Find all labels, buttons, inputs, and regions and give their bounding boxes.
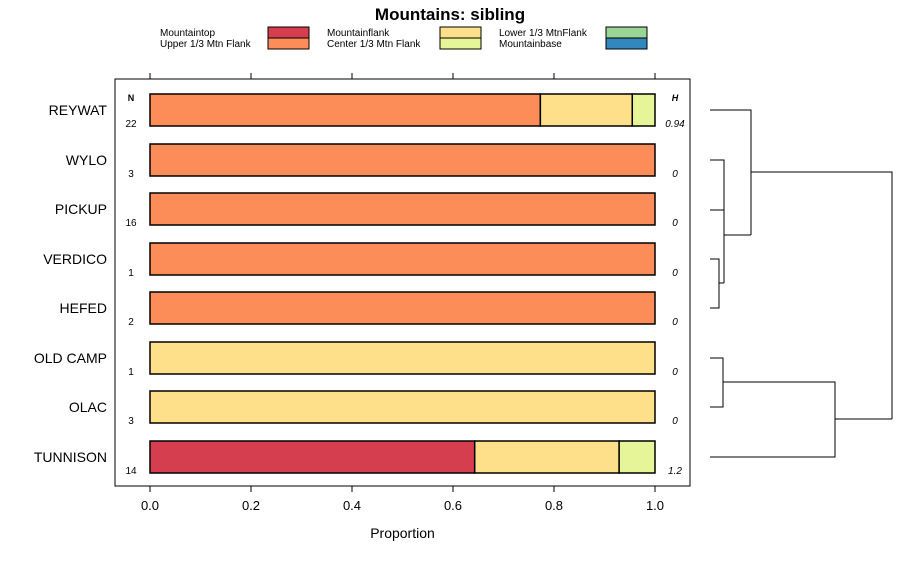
- n-header: N: [128, 93, 135, 103]
- bar-segment: [539, 93, 634, 127]
- axes: 0.0 0.2 0.4 0.6 0.8 1.0: [141, 73, 664, 513]
- dendrogram-branch: [710, 258, 720, 309]
- legend-swatch: [605, 37, 648, 50]
- x-tick-label: 0.0: [141, 498, 159, 513]
- bar-segment: [149, 390, 656, 424]
- bar-segment: [473, 440, 620, 474]
- bar-segment: [149, 440, 476, 474]
- dendrogram-branch: [710, 381, 836, 458]
- legend-swatch: [439, 37, 482, 50]
- h-value: 1.2: [668, 466, 682, 477]
- chart-title: Mountains: sibling: [375, 5, 525, 24]
- legend-label: Center 1/3 Mtn Flank: [327, 39, 421, 50]
- h-value: 0: [672, 317, 678, 328]
- category-label: OLD CAMP: [34, 350, 107, 366]
- x-tick-label: 0.2: [242, 498, 260, 513]
- category-label: REYWAT: [49, 102, 108, 118]
- x-tick-label: 0.8: [545, 498, 563, 513]
- bar-segment: [149, 192, 656, 226]
- bar-segment: [149, 93, 542, 127]
- n-value: 1: [128, 367, 134, 378]
- n-value: 14: [125, 466, 137, 477]
- legend-swatch: [605, 26, 648, 39]
- dendrogram-branch: [751, 171, 893, 419]
- h-value: 0: [672, 416, 678, 427]
- bar-segment: [149, 143, 656, 177]
- dendrogram: [710, 109, 893, 458]
- h-value: 0: [672, 169, 678, 180]
- dendrogram-branch: [710, 357, 724, 408]
- legend-swatch: [439, 26, 482, 39]
- legend-label: Mountainflank: [327, 28, 390, 39]
- legend-swatch: [267, 37, 310, 50]
- bar-segment: [149, 242, 656, 276]
- bars: REYWAT 22 0.94 WYLO 3 0 PICKUP 16 0 VERDICO 1 0 HEFE…: [34, 93, 685, 477]
- h-value: 0: [672, 218, 678, 229]
- category-label: PICKUP: [55, 201, 107, 217]
- x-tick-label: 0.4: [343, 498, 361, 513]
- bar-segment: [618, 440, 656, 474]
- n-value: 1: [128, 268, 134, 279]
- legend-label: Mountainbase: [499, 39, 562, 50]
- plot-frame: [114, 78, 691, 487]
- bar-segment: [149, 291, 656, 325]
- x-tick-label: 0.6: [444, 498, 462, 513]
- x-tick-label: 1.0: [646, 498, 664, 513]
- bar-segment: [149, 341, 656, 375]
- n-value: 3: [128, 169, 134, 180]
- category-label: HEFED: [60, 300, 107, 316]
- dendrogram-branch: [710, 159, 725, 211]
- legend-label: Upper 1/3 Mtn Flank: [160, 39, 252, 50]
- x-axis-label: Proportion: [370, 525, 435, 541]
- category-label: WYLO: [66, 152, 107, 168]
- h-value: 0: [672, 367, 678, 378]
- n-value: 3: [128, 416, 134, 427]
- category-label: TUNNISON: [34, 449, 107, 465]
- category-label: OLAC: [69, 399, 107, 415]
- category-label: VERDICO: [43, 251, 107, 267]
- h-value: 0.94: [665, 119, 685, 130]
- h-header: H: [672, 93, 679, 103]
- legend-label: Mountaintop: [160, 28, 215, 39]
- n-value: 22: [125, 119, 137, 130]
- legend-swatch: [267, 26, 310, 39]
- h-value: 0: [672, 268, 678, 279]
- bar-segment: [631, 93, 656, 127]
- n-value: 2: [128, 317, 134, 328]
- legend-label: Lower 1/3 MtnFlank: [499, 28, 588, 39]
- dendrogram-branch: [710, 109, 752, 235]
- n-value: 16: [125, 218, 137, 229]
